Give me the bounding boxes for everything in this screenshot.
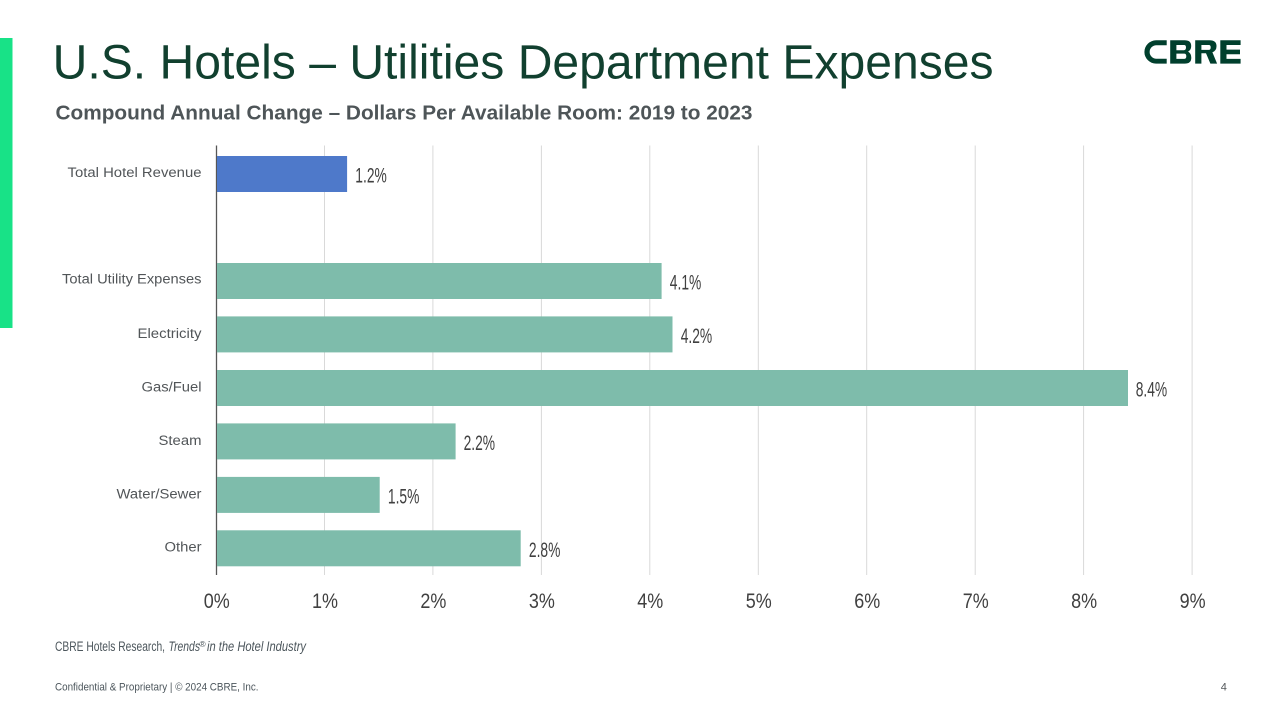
svg-text:Total Utility Expenses: Total Utility Expenses xyxy=(62,271,202,286)
svg-text:Gas/Fuel: Gas/Fuel xyxy=(142,380,202,395)
svg-text:9%: 9% xyxy=(1180,589,1206,613)
svg-text:1.5%: 1.5% xyxy=(388,485,420,508)
svg-text:4.1%: 4.1% xyxy=(670,272,702,295)
svg-text:®: ® xyxy=(199,639,206,649)
svg-text:in the Hotel Industry: in the Hotel Industry xyxy=(207,639,307,654)
svg-text:6%: 6% xyxy=(854,589,880,613)
svg-text:Total Hotel Revenue: Total Hotel Revenue xyxy=(68,165,202,180)
svg-text:8.4%: 8.4% xyxy=(1136,379,1168,402)
svg-text:2.2%: 2.2% xyxy=(464,432,496,455)
svg-text:2%: 2% xyxy=(420,589,446,613)
svg-text:4%: 4% xyxy=(637,589,663,613)
svg-text:CBRE Hotels Research,: CBRE Hotels Research, xyxy=(55,639,165,654)
svg-text:0%: 0% xyxy=(204,589,230,613)
svg-text:Trends: Trends xyxy=(169,639,201,654)
svg-text:Electricity: Electricity xyxy=(138,326,202,341)
svg-text:Other: Other xyxy=(165,540,203,555)
svg-text:5%: 5% xyxy=(746,589,772,613)
svg-text:Water/Sewer: Water/Sewer xyxy=(117,486,203,501)
svg-text:U.S. Hotels – Utilities Depart: U.S. Hotels – Utilities Department Expen… xyxy=(53,36,994,89)
svg-text:Confidential & Proprietary | ©: Confidential & Proprietary | © 2024 CBRE… xyxy=(55,681,259,693)
svg-text:4.2%: 4.2% xyxy=(681,325,713,348)
svg-text:7%: 7% xyxy=(963,589,989,613)
svg-text:3%: 3% xyxy=(529,589,555,613)
svg-text:4: 4 xyxy=(1221,681,1227,693)
svg-text:8%: 8% xyxy=(1071,589,1097,613)
svg-text:1%: 1% xyxy=(312,589,338,613)
svg-text:Compound Annual Change – Dolla: Compound Annual Change – Dollars Per Ava… xyxy=(56,101,753,124)
svg-text:1.2%: 1.2% xyxy=(355,165,387,188)
svg-text:2.8%: 2.8% xyxy=(529,539,561,562)
svg-text:Steam: Steam xyxy=(159,433,202,448)
